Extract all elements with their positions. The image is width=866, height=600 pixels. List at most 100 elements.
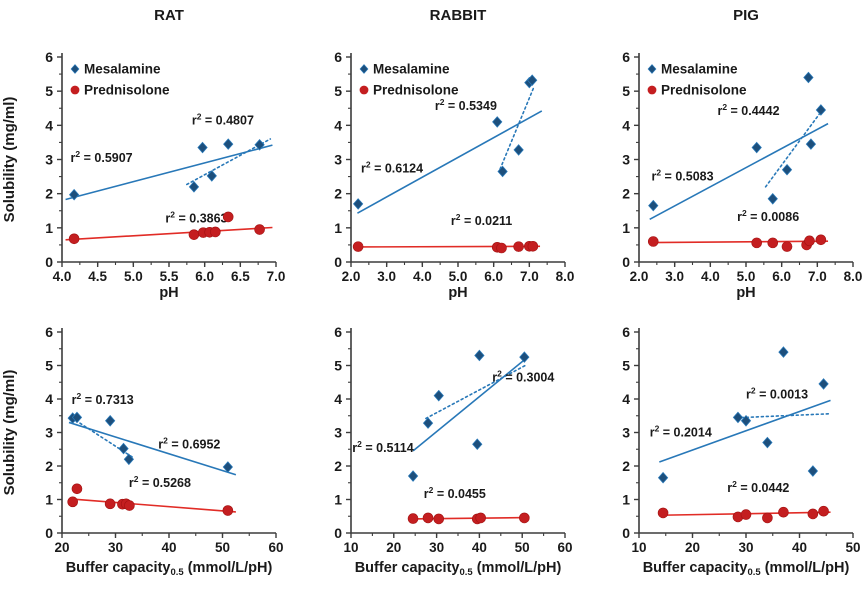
x-tick-label: 20 — [386, 540, 401, 555]
trend-line-dotted — [765, 110, 823, 188]
data-point-mesalamine — [767, 192, 779, 205]
data-point-prednisolone — [495, 242, 507, 254]
diamond-legend-icon — [359, 64, 369, 74]
y-tick-label: 5 — [623, 83, 631, 99]
x-tick-label: 30 — [108, 540, 123, 555]
trend-line-dotted — [735, 412, 832, 419]
data-point-prednisolone — [818, 505, 830, 517]
x-tick-label: 10 — [343, 540, 358, 555]
data-point-prednisolone — [741, 509, 752, 520]
x-tick-label: 4.0 — [413, 269, 432, 284]
data-point-mesalamine — [471, 438, 483, 451]
x-tick-label: 20 — [54, 540, 69, 555]
x-tick-label: 6.0 — [195, 269, 214, 284]
data-point-prednisolone — [68, 233, 80, 245]
data-point-mesalamine — [803, 71, 814, 84]
data-point-prednisolone — [433, 513, 444, 525]
trend-line — [68, 421, 237, 476]
x-tick-label: 4.0 — [53, 269, 72, 284]
y-tick-label: 3 — [623, 425, 631, 441]
data-point-mesalamine — [254, 139, 265, 151]
y-tick-label: 1 — [334, 492, 342, 508]
chart-rabbit-ph: RABBIT 0 1 2 3 4 5 6 2.0 3.0 4.0 5.0 6.0 7.0 8.0 pH r2 =… — [334, 7, 574, 301]
data-point-mesalamine — [497, 165, 508, 178]
y-tick-label: 4 — [334, 391, 342, 407]
y-tick-label: 2 — [623, 458, 631, 474]
diamond-legend-icon — [70, 64, 80, 74]
y-tick-label: 4 — [45, 391, 53, 407]
r2-annotation: r2 = 0.5114 — [352, 439, 413, 455]
panel-pig-buffer: 0 1 2 3 4 5 6 10 20 30 40 50 Buffer capacity0.5 (mmo… — [577, 300, 865, 600]
data-point-prednisolone — [804, 235, 816, 247]
x-tick-label: 6.5 — [231, 269, 250, 284]
trend-line — [68, 498, 236, 513]
data-point-mesalamine — [105, 414, 116, 427]
data-point-mesalamine — [68, 188, 80, 201]
data-point-mesalamine — [473, 349, 485, 362]
data-point-prednisolone — [767, 237, 779, 249]
r2-annotation: r2 = 0.0013 — [746, 385, 808, 401]
data-point-prednisolone — [210, 226, 221, 238]
x-tick-label: 5.0 — [448, 269, 467, 284]
x-tick-label: 7.0 — [808, 269, 827, 284]
legend-label: Prednisolone — [661, 83, 747, 98]
data-point-prednisolone — [518, 512, 530, 524]
x-tick-label: 6.0 — [773, 269, 792, 284]
r2-annotation: r2 = 0.5907 — [71, 149, 133, 165]
r2-annotation: r2 = 0.5349 — [434, 97, 496, 113]
x-tick-label: 2.0 — [630, 269, 649, 284]
data-point-prednisolone — [71, 483, 83, 495]
legend-label: Prednisolone — [373, 83, 459, 98]
data-point-prednisolone — [648, 236, 659, 247]
x-tick-label: 60 — [557, 540, 572, 555]
y-tick-label: 6 — [623, 324, 631, 340]
y-tick-label: 5 — [334, 83, 342, 99]
chart-rat-ph: RAT 0 1 2 3 4 5 6 4.0 4.5 5.0 5.5 6.0 6.5 7.0 Solubilit… — [1, 7, 285, 301]
data-point-prednisolone — [254, 224, 265, 235]
data-point-mesalamine — [123, 453, 135, 466]
y-tick-label: 0 — [45, 254, 53, 270]
data-point-prednisolone — [527, 240, 538, 252]
data-point-mesalamine — [733, 411, 744, 424]
legend: Mesalamine Prednisolone — [70, 62, 170, 98]
r2-annotation: r2 = 0.5083 — [652, 168, 714, 184]
trend-line — [356, 110, 542, 214]
legend-label: Mesalamine — [661, 62, 738, 77]
y-tick-label: 4 — [334, 117, 342, 133]
y-tick-label: 0 — [334, 254, 342, 270]
data-point-prednisolone — [475, 512, 486, 524]
data-point-prednisolone — [67, 496, 78, 508]
legend-label: Mesalamine — [373, 62, 450, 77]
data-point-mesalamine — [118, 442, 129, 455]
data-point-prednisolone — [124, 500, 135, 511]
x-tick-label: 50 — [514, 540, 529, 555]
x-tick-label: 3.0 — [377, 269, 396, 284]
data-point-mesalamine — [778, 346, 789, 358]
y-tick-label: 3 — [623, 152, 631, 168]
y-tick-label: 0 — [45, 525, 53, 541]
chart-rabbit-buffer: 0 1 2 3 4 5 6 10 20 30 40 50 60 Buffer capacity0.5 (m… — [334, 324, 572, 578]
data-point-mesalamine — [518, 351, 530, 363]
y-tick-label: 6 — [334, 324, 342, 340]
chart-rat-buffer: 0 1 2 3 4 5 6 20 30 40 50 60 Solubility (mg/ml) Buffe… — [1, 324, 284, 578]
data-point-prednisolone — [222, 505, 234, 516]
r2-annotation: r2 = 0.0086 — [737, 208, 799, 224]
x-tick-label: 20 — [685, 540, 700, 555]
data-point-mesalamine — [808, 465, 819, 477]
y-tick-label: 4 — [623, 391, 631, 407]
y-tick-label: 3 — [45, 425, 53, 441]
y-tick-label: 1 — [45, 492, 53, 508]
x-axis-title: Buffer capacity0.5 (mmol/L/pH) — [66, 560, 273, 578]
x-axis-title: pH — [448, 285, 467, 301]
data-point-mesalamine — [491, 116, 503, 128]
x-axis-title: Buffer capacity0.5 (mmol/L/pH) — [354, 560, 561, 578]
x-tick-label: 40 — [472, 540, 487, 555]
x-tick-label: 10 — [632, 540, 647, 555]
trend-line-dotted — [424, 364, 527, 420]
r2-annotation: r2 = 0.2014 — [650, 424, 712, 440]
chart-pig-buffer: 0 1 2 3 4 5 6 10 20 30 40 50 Buffer capacity0.5 (mmo… — [623, 324, 861, 578]
circle-legend-icon — [70, 85, 80, 95]
x-tick-label: 5.0 — [124, 269, 143, 284]
legend: Mesalamine Prednisolone — [647, 62, 747, 98]
y-tick-label: 4 — [623, 117, 631, 133]
